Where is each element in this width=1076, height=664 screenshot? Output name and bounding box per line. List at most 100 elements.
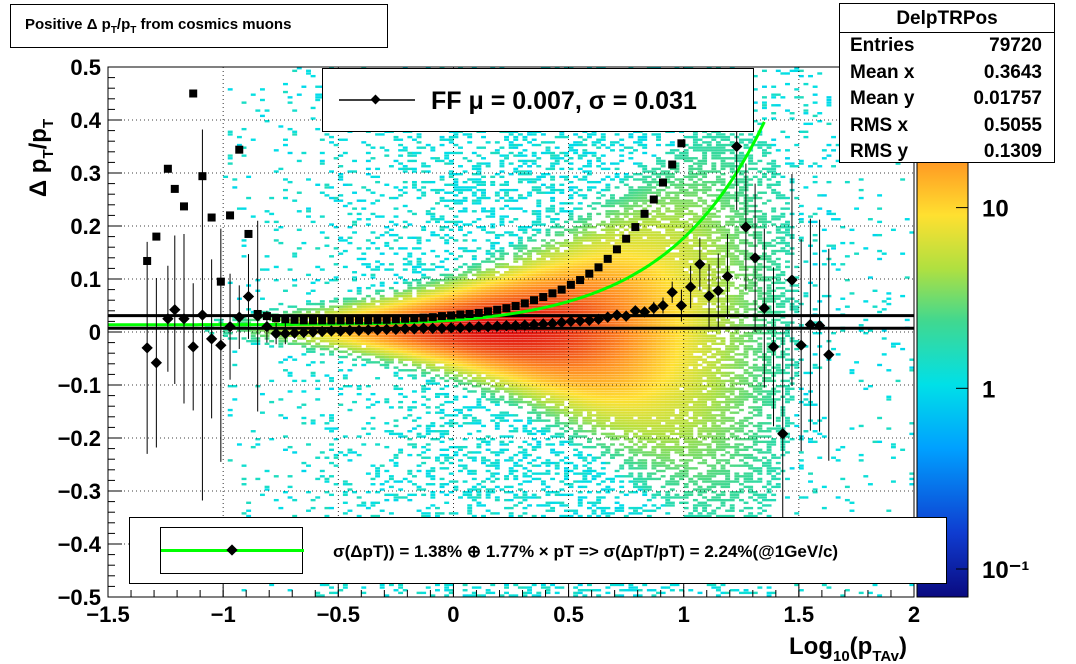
heat-cell <box>481 146 486 149</box>
heat-cell <box>568 422 574 425</box>
heat-cell <box>319 191 325 194</box>
heat-cell <box>545 411 551 414</box>
heat-cell <box>499 249 505 253</box>
heat-cell <box>342 385 348 388</box>
heat-cell <box>563 257 569 261</box>
heat-cell <box>513 146 519 149</box>
heat-cell <box>453 451 459 454</box>
heat-cell <box>458 308 463 311</box>
heat-cell <box>494 390 500 393</box>
heat-cell <box>439 353 445 356</box>
heat-cell <box>545 430 551 433</box>
heat-cell <box>370 284 376 287</box>
heat-cell <box>439 350 445 353</box>
heat-cell <box>444 369 450 372</box>
heat-cell <box>545 408 551 412</box>
heat-cell <box>568 361 574 364</box>
heat-cell <box>536 430 542 433</box>
heat-cell <box>278 329 284 332</box>
heat-cell <box>444 414 450 417</box>
heat-cell <box>448 353 454 356</box>
heat-cell <box>499 435 505 438</box>
heat-cell <box>306 350 311 353</box>
heat-cell <box>467 390 473 393</box>
heat-cell <box>453 345 459 348</box>
heat-cell <box>338 173 344 176</box>
heat-cell <box>568 249 574 253</box>
heat-cell <box>545 294 551 298</box>
heat-cell <box>573 292 579 295</box>
heat-cell <box>365 334 371 338</box>
heat-cell <box>342 345 348 348</box>
heat-cell <box>283 491 288 494</box>
heat-cell <box>315 337 321 340</box>
heat-cell <box>393 337 399 340</box>
heat-cell <box>398 194 404 197</box>
heat-cell <box>494 358 500 361</box>
heat-cell <box>393 252 399 255</box>
heat-cell <box>315 308 321 311</box>
heat-cell <box>365 305 371 308</box>
heat-cell <box>287 475 293 478</box>
heat-cell <box>517 170 523 173</box>
heat-cell <box>411 297 417 300</box>
heat-cell <box>568 347 574 351</box>
heat-cell <box>494 334 500 338</box>
heat-cell <box>329 170 334 173</box>
heat-cell <box>315 96 321 99</box>
heat-cell <box>347 302 353 306</box>
heat-cell <box>550 165 556 168</box>
heat-cell <box>411 337 417 340</box>
heat-cell <box>499 207 505 210</box>
heat-cell <box>388 358 394 361</box>
heat-cell <box>527 377 533 380</box>
heat-cell <box>430 467 436 470</box>
heat-cell <box>462 223 468 226</box>
heat-cell <box>361 316 367 319</box>
heat-cell <box>573 509 579 512</box>
heat-cell <box>504 188 509 192</box>
heat-cell <box>481 332 486 335</box>
heat-cell <box>411 308 417 311</box>
heat-cell <box>517 355 523 359</box>
heat-cell <box>476 488 482 491</box>
heat-cell <box>527 353 533 356</box>
heat-cell <box>453 355 459 359</box>
heat-cell <box>329 186 334 189</box>
heat-cell <box>522 159 528 163</box>
heat-cell <box>296 93 302 96</box>
heat-cell <box>338 305 344 308</box>
heat-cell <box>490 281 496 285</box>
heat-cell <box>462 199 468 202</box>
heat-cell <box>462 233 468 237</box>
heat-cell <box>259 310 265 314</box>
heat-cell <box>563 271 569 274</box>
heat-cell <box>559 308 565 311</box>
heat-cell <box>342 249 348 253</box>
heat-cell <box>375 339 381 343</box>
heat-cell <box>388 345 394 348</box>
heat-cell <box>568 273 574 277</box>
heat-cell <box>554 411 560 414</box>
heat-cell <box>573 334 579 338</box>
heat-cell <box>448 491 454 494</box>
heat-cell <box>536 265 542 269</box>
heat-cell <box>545 265 551 269</box>
heat-cell <box>306 302 311 306</box>
heat-cell <box>536 263 542 266</box>
heat-cell <box>393 233 399 237</box>
heat-cell <box>540 483 546 486</box>
heat-cell <box>402 342 408 345</box>
heat-cell <box>416 297 422 300</box>
heat-cell <box>393 345 399 348</box>
heat-cell <box>467 271 473 274</box>
heat-cell <box>462 369 468 372</box>
heat-cell <box>393 493 399 497</box>
heat-cell <box>554 371 560 375</box>
heat-cell <box>573 480 579 483</box>
heat-cell <box>513 461 519 465</box>
heat-cell <box>402 289 408 292</box>
heat-cell <box>577 480 583 483</box>
heat-cell <box>324 194 330 197</box>
heat-cell <box>540 279 546 282</box>
